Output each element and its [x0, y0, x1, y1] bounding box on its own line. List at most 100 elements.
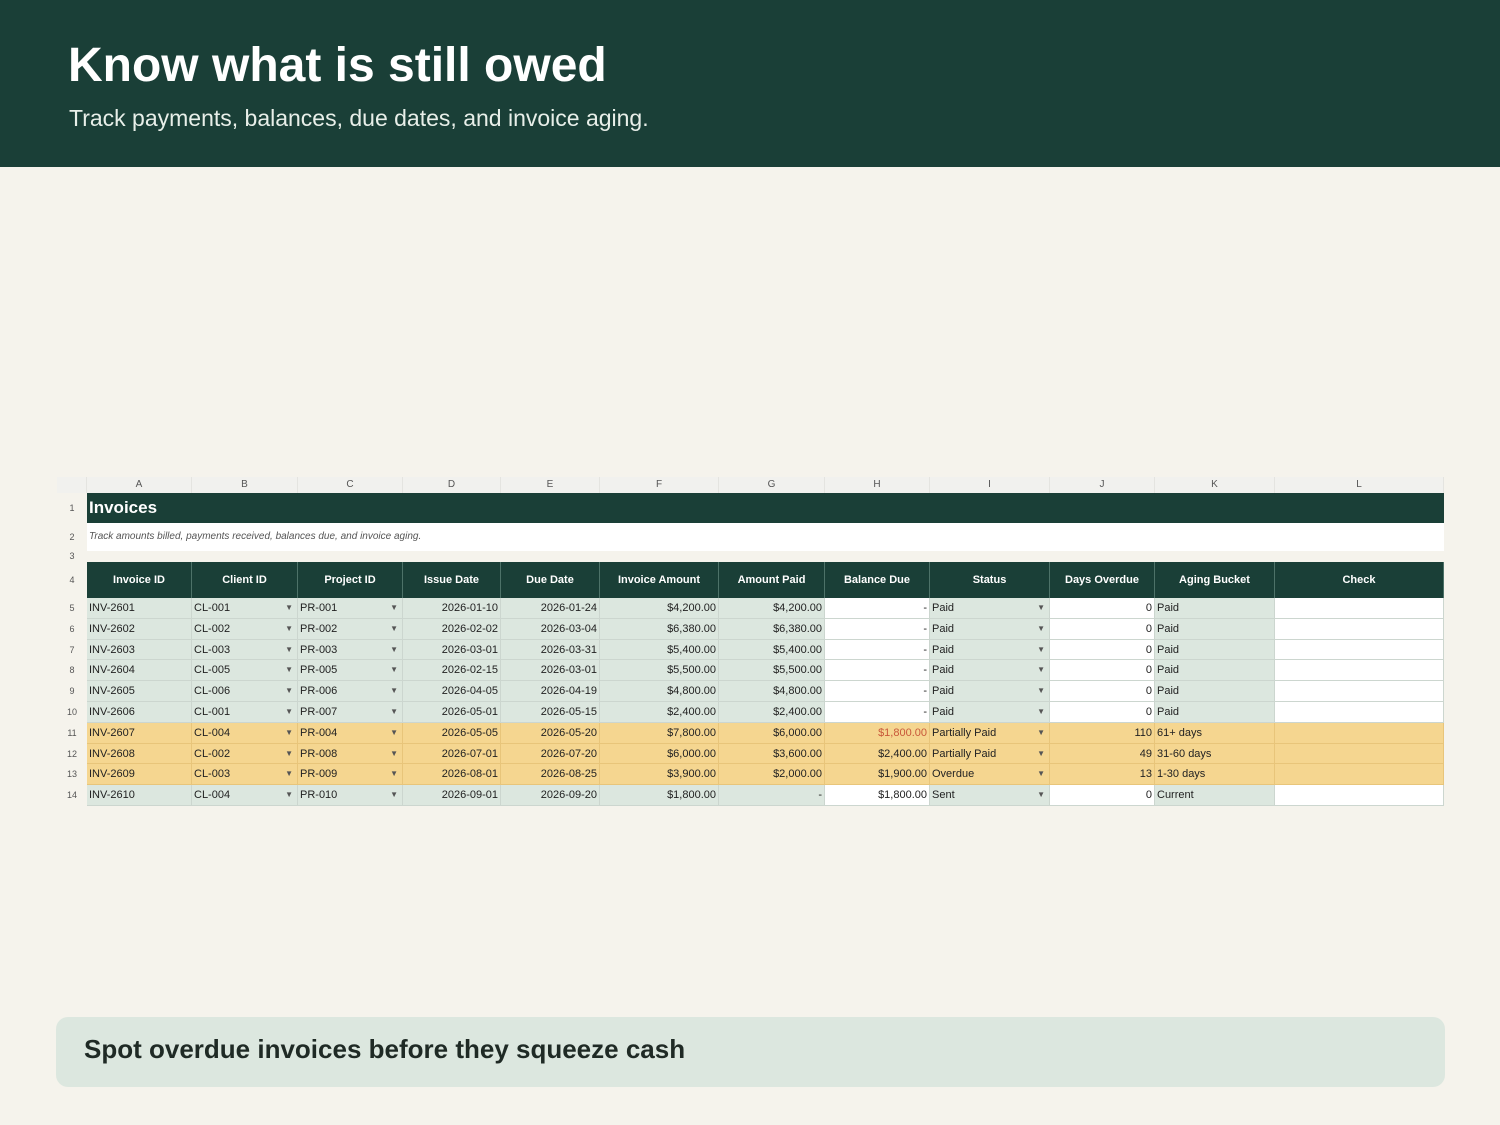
cell-invoice[interactable]: INV-2609: [87, 764, 192, 786]
cell-invoice[interactable]: INV-2606: [87, 701, 192, 723]
cell-check[interactable]: [1275, 598, 1444, 619]
cell-amount[interactable]: $5,500.00: [600, 660, 719, 682]
cell-client[interactable]: CL-002 ▼: [192, 618, 298, 640]
column-letter[interactable]: G: [719, 477, 825, 493]
cell-aging[interactable]: Paid: [1155, 639, 1275, 661]
dropdown-arrow-icon[interactable]: ▼: [1037, 706, 1045, 716]
dropdown-arrow-icon[interactable]: ▼: [285, 748, 293, 758]
cell-issue[interactable]: 2026-02-15: [403, 660, 501, 682]
cell-project[interactable]: PR-010 ▼: [298, 785, 403, 806]
cell-balance[interactable]: $2,400.00: [825, 743, 930, 765]
cell-balance[interactable]: $1,800.00: [825, 722, 930, 744]
cell-project[interactable]: PR-006 ▼: [298, 681, 403, 702]
cell-status[interactable]: Paid ▼: [930, 660, 1050, 682]
cell-issue[interactable]: 2026-09-01: [403, 785, 501, 806]
cell-client[interactable]: CL-004 ▼: [192, 722, 298, 744]
cell-paid[interactable]: $5,500.00: [719, 660, 825, 682]
cell-status[interactable]: Partially Paid ▼: [930, 722, 1050, 744]
dropdown-arrow-icon[interactable]: ▼: [1037, 665, 1045, 675]
cell-check[interactable]: [1275, 722, 1444, 744]
cell-amount[interactable]: $3,900.00: [600, 764, 719, 786]
cell-aging[interactable]: Current: [1155, 785, 1275, 806]
cell-paid[interactable]: $3,600.00: [719, 743, 825, 765]
dropdown-arrow-icon[interactable]: ▼: [285, 790, 293, 800]
cell-invoice[interactable]: INV-2607: [87, 722, 192, 744]
dropdown-arrow-icon[interactable]: ▼: [1037, 623, 1045, 633]
dropdown-arrow-icon[interactable]: ▼: [285, 686, 293, 696]
cell-client[interactable]: CL-004 ▼: [192, 785, 298, 806]
column-letter[interactable]: A: [87, 477, 192, 493]
dropdown-arrow-icon[interactable]: ▼: [1037, 748, 1045, 758]
cell-check[interactable]: [1275, 764, 1444, 786]
cell-client[interactable]: CL-002 ▼: [192, 743, 298, 765]
cell-balance[interactable]: -: [825, 639, 930, 661]
cell-days[interactable]: 0: [1050, 785, 1155, 806]
cell-days[interactable]: 49: [1050, 743, 1155, 765]
cell-aging[interactable]: 61+ days: [1155, 722, 1275, 744]
cell-balance[interactable]: $1,900.00: [825, 764, 930, 786]
cell-aging[interactable]: 1-30 days: [1155, 764, 1275, 786]
cell-project[interactable]: PR-004 ▼: [298, 722, 403, 744]
dropdown-arrow-icon[interactable]: ▼: [285, 644, 293, 654]
cell-days[interactable]: 0: [1050, 618, 1155, 640]
cell-check[interactable]: [1275, 701, 1444, 723]
cell-check[interactable]: [1275, 660, 1444, 682]
cell-issue[interactable]: 2026-04-05: [403, 681, 501, 702]
cell-client[interactable]: CL-006 ▼: [192, 681, 298, 702]
cell-status[interactable]: Paid ▼: [930, 639, 1050, 661]
column-header-days[interactable]: Days Overdue: [1050, 562, 1155, 598]
cell-due[interactable]: 2026-03-04: [501, 618, 600, 640]
column-letter[interactable]: I: [930, 477, 1050, 493]
cell-amount[interactable]: $6,000.00: [600, 743, 719, 765]
cell-issue[interactable]: 2026-05-05: [403, 722, 501, 744]
cell-balance[interactable]: -: [825, 598, 930, 619]
cell-client[interactable]: CL-001 ▼: [192, 701, 298, 723]
cell-issue[interactable]: 2026-05-01: [403, 701, 501, 723]
cell-invoice[interactable]: INV-2610: [87, 785, 192, 806]
column-letter[interactable]: F: [600, 477, 719, 493]
cell-check[interactable]: [1275, 743, 1444, 765]
cell-status[interactable]: Overdue ▼: [930, 764, 1050, 786]
column-letter[interactable]: J: [1050, 477, 1155, 493]
cell-issue[interactable]: 2026-01-10: [403, 598, 501, 619]
dropdown-arrow-icon[interactable]: ▼: [285, 706, 293, 716]
cell-amount[interactable]: $6,380.00: [600, 618, 719, 640]
dropdown-arrow-icon[interactable]: ▼: [1037, 686, 1045, 696]
dropdown-arrow-icon[interactable]: ▼: [390, 727, 398, 737]
cell-aging[interactable]: Paid: [1155, 660, 1275, 682]
cell-issue[interactable]: 2026-08-01: [403, 764, 501, 786]
cell-due[interactable]: 2026-05-20: [501, 722, 600, 744]
cell-paid[interactable]: $6,380.00: [719, 618, 825, 640]
cell-balance[interactable]: -: [825, 681, 930, 702]
cell-project[interactable]: PR-002 ▼: [298, 618, 403, 640]
cell-invoice[interactable]: INV-2603: [87, 639, 192, 661]
cell-check[interactable]: [1275, 618, 1444, 640]
cell-client[interactable]: CL-003 ▼: [192, 639, 298, 661]
dropdown-arrow-icon[interactable]: ▼: [285, 769, 293, 779]
dropdown-arrow-icon[interactable]: ▼: [390, 769, 398, 779]
column-header-check[interactable]: Check: [1275, 562, 1444, 598]
sheet-subtitle[interactable]: Track amounts billed, payments received,…: [87, 523, 1444, 551]
cell-paid[interactable]: $4,200.00: [719, 598, 825, 619]
cell-paid[interactable]: $6,000.00: [719, 722, 825, 744]
cell-check[interactable]: [1275, 681, 1444, 702]
cell-status[interactable]: Paid ▼: [930, 681, 1050, 702]
cell-paid[interactable]: $2,400.00: [719, 701, 825, 723]
dropdown-arrow-icon[interactable]: ▼: [1037, 790, 1045, 800]
cell-paid[interactable]: -: [719, 785, 825, 806]
dropdown-arrow-icon[interactable]: ▼: [285, 727, 293, 737]
cell-due[interactable]: 2026-08-25: [501, 764, 600, 786]
cell-due[interactable]: 2026-03-01: [501, 660, 600, 682]
dropdown-arrow-icon[interactable]: ▼: [1037, 644, 1045, 654]
sheet-title[interactable]: Invoices: [87, 493, 1444, 523]
dropdown-arrow-icon[interactable]: ▼: [285, 665, 293, 675]
column-header-client[interactable]: Client ID: [192, 562, 298, 598]
dropdown-arrow-icon[interactable]: ▼: [1037, 727, 1045, 737]
cell-issue[interactable]: 2026-02-02: [403, 618, 501, 640]
cell-project[interactable]: PR-009 ▼: [298, 764, 403, 786]
dropdown-arrow-icon[interactable]: ▼: [390, 706, 398, 716]
cell-days[interactable]: 0: [1050, 639, 1155, 661]
cell-paid[interactable]: $2,000.00: [719, 764, 825, 786]
cell-balance[interactable]: -: [825, 660, 930, 682]
cell-status[interactable]: Paid ▼: [930, 618, 1050, 640]
